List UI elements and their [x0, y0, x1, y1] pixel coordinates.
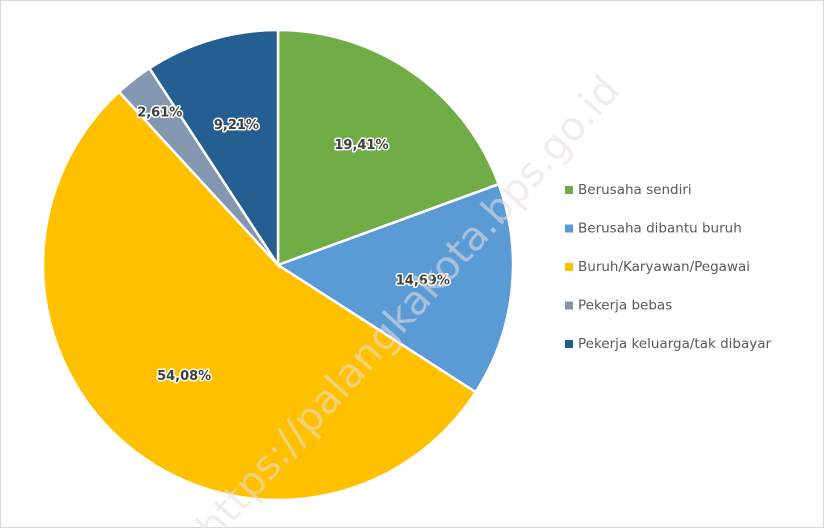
legend-label: Berusaha sendiri	[578, 182, 692, 198]
pie-slice	[147, 28, 280, 270]
legend-swatch	[565, 224, 573, 233]
legend-label: Pekerja bebas	[578, 298, 672, 314]
data-label: 54,08%	[157, 369, 211, 384]
pie-slice	[275, 182, 515, 394]
legend-swatch	[565, 186, 573, 194]
legend-swatch	[565, 340, 573, 348]
data-labels: 19,41% 14,69% 54,08% 2,61% 9,21%	[136, 104, 452, 386]
legend-label: Buruh/Karyawan/Pegawai	[578, 259, 750, 275]
data-label: 14,69%	[396, 274, 450, 289]
pie-slice	[41, 90, 478, 502]
data-label: 2,61%	[137, 105, 182, 120]
legend-label: Pekerja keluarga/tak dibayar	[578, 336, 771, 352]
data-label: 9,21%	[214, 118, 259, 133]
pie-slice	[276, 28, 501, 267]
legend: Berusaha sendiri Berusaha dibantu buruh Bu…	[565, 182, 771, 352]
pie	[41, 28, 515, 502]
legend-swatch	[565, 263, 573, 271]
legend-label: Berusaha dibantu buruh	[578, 221, 742, 237]
data-label: 19,41%	[334, 138, 388, 153]
legend-swatch	[565, 301, 573, 310]
